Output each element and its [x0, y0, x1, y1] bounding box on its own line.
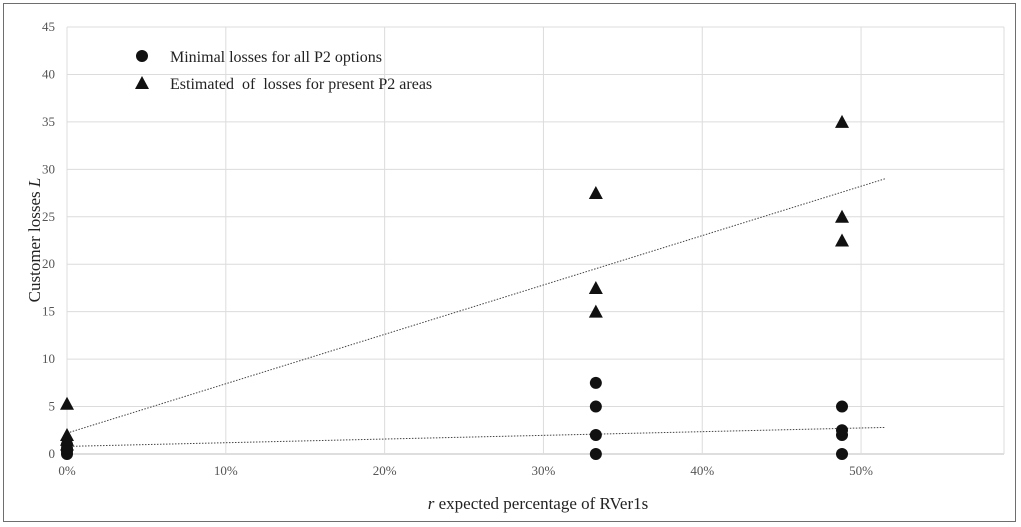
triangle-point [60, 396, 74, 410]
y-tick-label: 0 [49, 446, 56, 461]
y-tick-label: 5 [49, 399, 56, 414]
data-points [60, 114, 850, 460]
y-axis-title-main: Customer losses [25, 187, 44, 302]
x-axis-title: r expected percentage of RVer1s [428, 494, 649, 513]
circle-point [589, 400, 602, 413]
circle-point [589, 448, 602, 460]
x-tick-label: 40% [690, 463, 714, 478]
x-tick-label: 30% [532, 463, 556, 478]
circle-point [836, 424, 849, 437]
y-tick-label: 35 [42, 114, 55, 129]
triangle-point [588, 304, 603, 318]
trendline [66, 426, 885, 447]
y-tick-label: 10 [42, 351, 55, 366]
legend-triangle-marker [135, 76, 149, 89]
legend-label-minimal: Minimal losses for all P2 options [170, 49, 382, 66]
trendlines [66, 178, 886, 447]
triangle-point [835, 233, 850, 247]
x-tick-label: 20% [373, 463, 397, 478]
y-tick-label: 25 [42, 209, 55, 224]
y-axis-title-symbol: L [25, 178, 44, 188]
x-tick-label: 50% [849, 463, 873, 478]
x-tick-label: 0% [58, 463, 76, 478]
legend: Minimal losses for all P2 options Estima… [135, 49, 432, 93]
y-tick-label: 45 [42, 19, 55, 34]
circle-point [836, 448, 849, 460]
y-tick-label: 20 [42, 256, 55, 271]
legend-circle-marker [136, 50, 148, 62]
x-axis-title-prefix: r [428, 494, 435, 513]
triangle-point [835, 209, 850, 223]
y-tick-label: 30 [42, 161, 55, 176]
circle-point [589, 429, 602, 442]
y-axis-title: Customer losses L [25, 178, 44, 303]
legend-label-estimated: Estimated of losses for present P2 areas [170, 76, 432, 93]
circle-point [589, 376, 602, 389]
triangle-point [835, 114, 850, 128]
triangle-point [588, 186, 603, 200]
y-tick-label: 15 [42, 304, 55, 319]
y-tick-label: 40 [42, 66, 55, 81]
x-axis-title-rest: expected percentage of RVer1s [434, 494, 648, 513]
triangle-point [588, 280, 603, 294]
triangle-point [60, 428, 74, 442]
tick-labels: 0 5 10 15 20 25 30 35 40 45 0% 10% 20% 30% 40% 50% [42, 19, 873, 478]
circle-point [836, 400, 849, 413]
x-tick-label: 10% [214, 463, 238, 478]
